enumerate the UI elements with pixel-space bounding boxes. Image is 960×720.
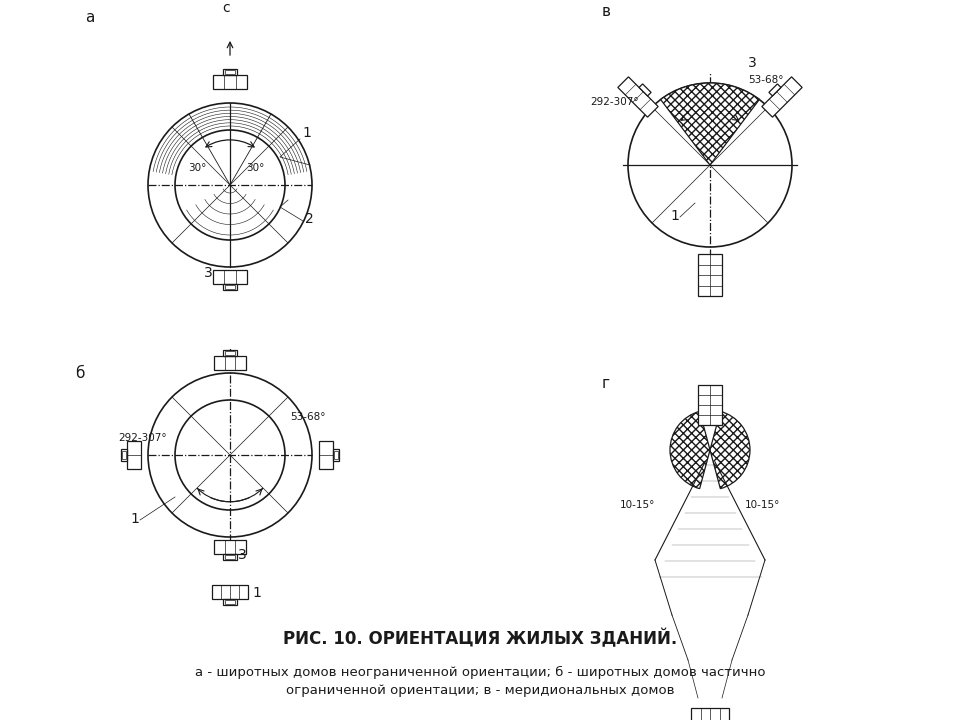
Text: 1: 1	[252, 586, 261, 600]
Text: 3: 3	[204, 266, 213, 280]
Text: 292-307°: 292-307°	[590, 97, 638, 107]
Bar	[223, 284, 237, 290]
Wedge shape	[670, 411, 710, 489]
Text: 10-15°: 10-15°	[620, 500, 656, 510]
Text: 53-68°: 53-68°	[290, 412, 325, 422]
Text: 30°: 30°	[246, 163, 264, 173]
Bar	[121, 449, 127, 461]
Text: в: в	[602, 4, 611, 19]
Bar	[212, 585, 248, 599]
Text: 1: 1	[670, 209, 679, 223]
Wedge shape	[710, 411, 750, 489]
Bar	[333, 449, 339, 461]
Bar	[122, 451, 126, 459]
Text: а: а	[85, 10, 94, 25]
Bar	[698, 385, 722, 425]
Text: РИС. 10. ОРИЕНТАЦИЯ ЖИЛЫХ ЗДАНИЙ.: РИС. 10. ОРИЕНТАЦИЯ ЖИЛЫХ ЗДАНИЙ.	[283, 629, 677, 648]
Bar	[223, 69, 237, 75]
Text: а - широтных домов неограниченной ориентации; б - широтных домов частично: а - широтных домов неограниченной ориент…	[195, 666, 765, 679]
Bar	[213, 270, 247, 284]
Text: 10-15°: 10-15°	[745, 500, 780, 510]
Bar	[213, 75, 247, 89]
Bar	[223, 350, 237, 356]
Wedge shape	[660, 83, 759, 165]
Bar	[334, 451, 338, 459]
Bar	[225, 70, 235, 74]
Bar	[225, 600, 235, 604]
Bar	[127, 441, 141, 469]
Polygon shape	[769, 84, 780, 96]
Bar	[319, 441, 333, 469]
Text: 3: 3	[748, 56, 756, 70]
Text: с: с	[222, 1, 229, 15]
Bar	[223, 599, 237, 605]
Polygon shape	[639, 84, 651, 96]
Bar	[225, 285, 235, 289]
Text: ограниченной ориентации; в - меридиональных домов: ограниченной ориентации; в - меридиональ…	[286, 684, 674, 697]
Polygon shape	[762, 77, 803, 117]
Bar	[214, 356, 246, 370]
Text: 30°: 30°	[188, 163, 206, 173]
Bar	[691, 708, 729, 720]
Bar	[223, 554, 237, 560]
Bar	[225, 351, 235, 355]
Text: 1: 1	[302, 126, 311, 140]
Bar	[214, 540, 246, 554]
Text: г: г	[602, 376, 611, 391]
Bar	[225, 555, 235, 559]
Bar	[698, 254, 722, 296]
Text: 53-68°: 53-68°	[748, 75, 783, 85]
Polygon shape	[618, 77, 659, 117]
Text: 2: 2	[305, 212, 314, 226]
Text: 292-307°: 292-307°	[118, 433, 167, 443]
Text: 1: 1	[130, 512, 139, 526]
Text: б: б	[75, 366, 84, 381]
Text: 3: 3	[238, 548, 247, 562]
